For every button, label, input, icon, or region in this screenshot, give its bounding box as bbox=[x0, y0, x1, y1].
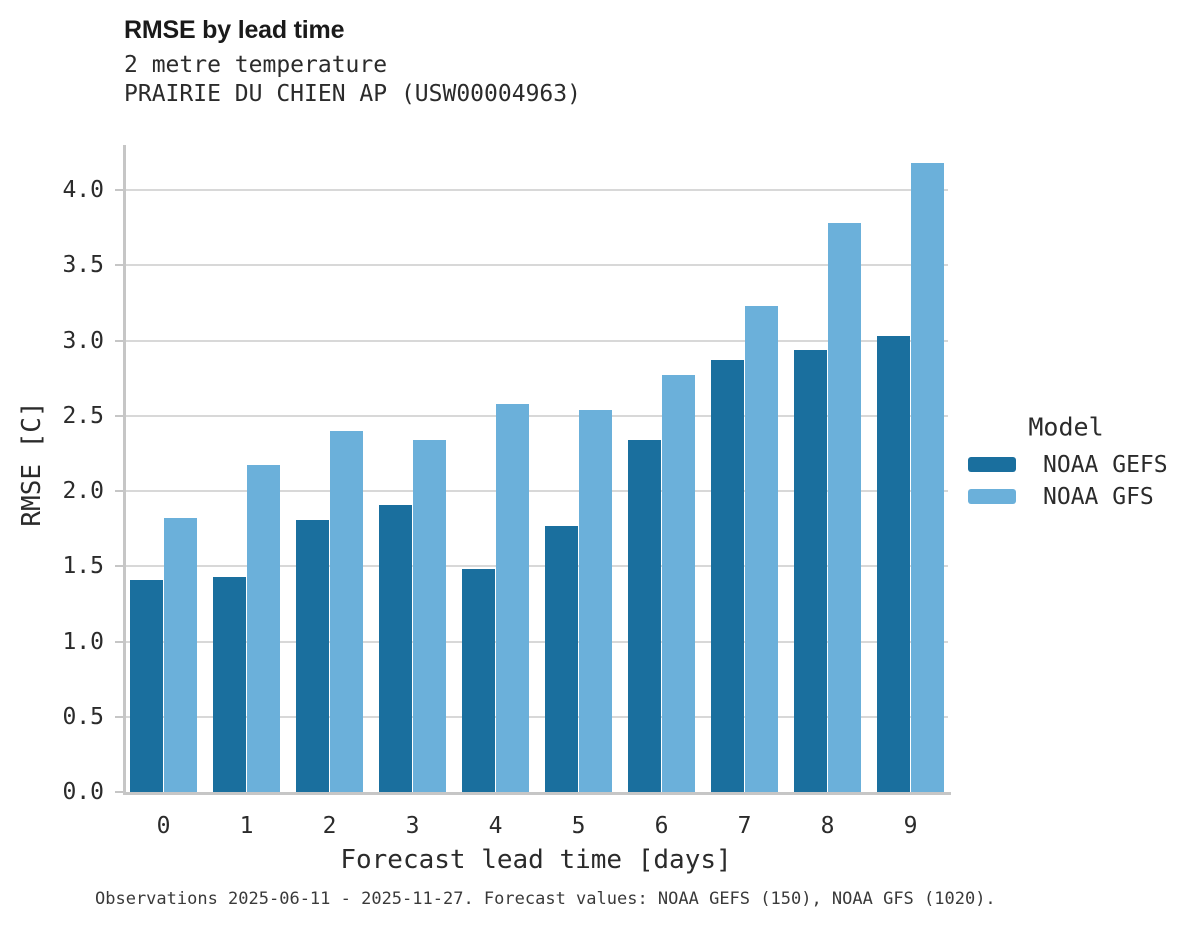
bar-noaa-gefs-lead-0 bbox=[130, 579, 163, 792]
x-tick-label: 9 bbox=[903, 813, 918, 839]
bar-noaa-gefs-lead-3 bbox=[379, 504, 412, 792]
x-tick-label: 5 bbox=[571, 813, 586, 839]
bar-noaa-gefs-lead-9 bbox=[877, 336, 910, 792]
bar-noaa-gefs-lead-7 bbox=[711, 360, 744, 792]
gridline-3.5 bbox=[126, 264, 948, 267]
chart-subtitle-variable: 2 metre temperature bbox=[124, 52, 388, 78]
y-tick-label: 0.5 bbox=[62, 703, 104, 730]
bar-noaa-gefs-lead-4 bbox=[462, 569, 495, 792]
y-tick-mark-3.0 bbox=[115, 339, 123, 342]
x-tick-label: 8 bbox=[820, 813, 835, 839]
bar-noaa-gfs-lead-0 bbox=[164, 518, 197, 792]
bar-noaa-gefs-lead-8 bbox=[794, 349, 827, 792]
legend-title: Model bbox=[1028, 412, 1104, 442]
y-tick-mark-1.0 bbox=[115, 640, 123, 643]
chart-title: RMSE by lead time bbox=[124, 16, 345, 44]
legend-label-noaa-gefs: NOAA GEFS bbox=[1043, 452, 1168, 478]
y-tick-label: 3.5 bbox=[62, 252, 104, 279]
y-tick-label: 1.0 bbox=[62, 628, 104, 655]
y-tick-label: 4.0 bbox=[62, 177, 104, 204]
bar-noaa-gefs-lead-5 bbox=[545, 525, 578, 792]
bar-noaa-gfs-lead-3 bbox=[413, 439, 446, 792]
bar-noaa-gfs-lead-6 bbox=[662, 375, 695, 792]
bar-noaa-gefs-lead-6 bbox=[628, 439, 661, 792]
chart-subtitle-station: PRAIRIE DU CHIEN AP (USW00004963) bbox=[124, 81, 581, 107]
bar-noaa-gfs-lead-9 bbox=[911, 163, 944, 792]
x-tick-label: 1 bbox=[239, 813, 254, 839]
y-tick-mark-0.0 bbox=[115, 791, 123, 793]
y-tick-label: 2.0 bbox=[62, 478, 104, 505]
gridline-1.5 bbox=[126, 565, 948, 568]
y-tick-mark-2.0 bbox=[115, 490, 123, 493]
y-tick-label: 0.0 bbox=[62, 779, 104, 805]
bar-noaa-gfs-lead-4 bbox=[496, 403, 529, 792]
bar-noaa-gefs-lead-2 bbox=[296, 519, 329, 792]
bar-noaa-gfs-lead-5 bbox=[579, 409, 612, 792]
gridline-1.0 bbox=[126, 640, 948, 643]
legend-swatch-noaa-gefs bbox=[968, 457, 1016, 472]
caption: Observations 2025-06-11 - 2025-11-27. Fo… bbox=[95, 889, 996, 909]
legend-label-noaa-gfs: NOAA GFS bbox=[1043, 484, 1154, 510]
y-tick-label: 3.0 bbox=[62, 327, 104, 354]
bar-noaa-gfs-lead-8 bbox=[828, 223, 861, 792]
gridline-2.0 bbox=[126, 490, 948, 493]
x-tick-label: 7 bbox=[737, 813, 752, 839]
x-tick-label: 4 bbox=[488, 813, 503, 839]
y-tick-mark-3.5 bbox=[115, 264, 123, 267]
bar-noaa-gfs-lead-7 bbox=[745, 305, 778, 792]
bar-noaa-gefs-lead-1 bbox=[213, 576, 246, 792]
gridline-3.0 bbox=[126, 339, 948, 342]
bar-noaa-gfs-lead-1 bbox=[247, 465, 280, 792]
gridline-2.5 bbox=[126, 414, 948, 417]
x-tick-label: 6 bbox=[654, 813, 669, 839]
x-tick-label: 2 bbox=[322, 813, 337, 839]
x-tick-label: 0 bbox=[156, 813, 171, 839]
y-tick-mark-2.5 bbox=[115, 414, 123, 417]
x-axis-spine bbox=[123, 792, 951, 795]
legend-swatch-noaa-gfs bbox=[968, 489, 1016, 504]
y-tick-label: 1.5 bbox=[62, 553, 104, 580]
y-axis-spine bbox=[123, 145, 126, 795]
y-tick-mark-0.5 bbox=[115, 715, 123, 718]
x-axis-label: Forecast lead time [days] bbox=[340, 845, 732, 875]
gridline-0.5 bbox=[126, 715, 948, 718]
y-tick-label: 2.5 bbox=[62, 402, 104, 429]
y-tick-mark-1.5 bbox=[115, 565, 123, 568]
x-tick-label: 3 bbox=[405, 813, 420, 839]
gridline-4.0 bbox=[126, 189, 948, 192]
y-tick-mark-4.0 bbox=[115, 189, 123, 192]
bar-noaa-gfs-lead-2 bbox=[330, 430, 363, 792]
